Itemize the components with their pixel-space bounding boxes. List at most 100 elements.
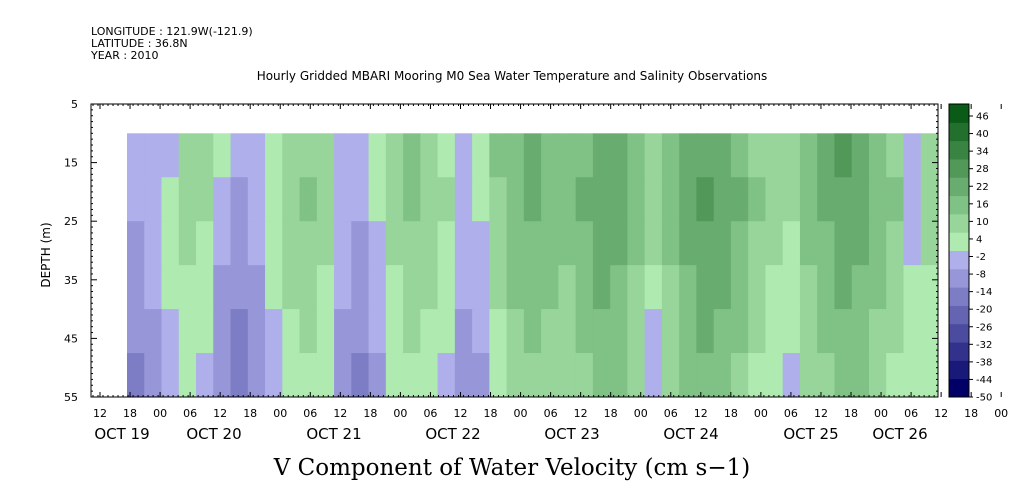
heatmap-cell: [713, 177, 732, 222]
heatmap-cell: [437, 265, 456, 310]
colorbar-swatch: [949, 287, 969, 306]
heatmap-cell: [196, 177, 214, 222]
x-hour-label: 00: [754, 407, 768, 420]
latitude-label: LATITUDE : 36.8N: [91, 37, 188, 50]
heatmap-cell: [282, 353, 301, 397]
x-hour-label: 18: [604, 407, 618, 420]
heatmap-cell: [627, 353, 646, 397]
heatmap-cell: [506, 265, 525, 310]
heatmap-cell: [886, 265, 905, 310]
heatmap-cell: [334, 221, 352, 266]
heatmap-cell: [368, 353, 387, 397]
x-date-label: OCT 22: [425, 425, 480, 443]
heatmap-cell: [334, 353, 352, 397]
x-hour-label: 06: [183, 407, 197, 420]
heatmap-cell: [661, 265, 680, 310]
heatmap-cell: [230, 353, 249, 397]
heatmap-cell: [178, 133, 197, 178]
heatmap-cell: [627, 221, 646, 266]
x-hour-label: 00: [874, 407, 888, 420]
heatmap-cell: [403, 221, 421, 266]
heatmap-cell: [489, 309, 508, 354]
heatmap-cell: [472, 353, 490, 397]
heatmap-cell: [903, 353, 922, 397]
longitude-label: LONGITUDE : 121.9W(-121.9): [91, 25, 253, 38]
heatmap-cell: [627, 265, 646, 310]
heatmap-cell: [851, 221, 870, 266]
heatmap-cell: [299, 265, 318, 310]
heatmap-cell: [282, 265, 301, 310]
heatmap-cell: [385, 133, 404, 178]
heatmap-cell: [316, 133, 335, 178]
heatmap-cell: [247, 265, 266, 310]
heatmap-cell: [661, 177, 680, 222]
heatmap-cell: [316, 177, 335, 222]
heatmap-cell: [679, 177, 698, 222]
heatmap-cell: [247, 221, 266, 266]
heatmap-cell: [230, 177, 249, 222]
colorbar-swatch: [949, 140, 969, 160]
heatmap-cell: [765, 177, 784, 222]
heatmap-cell: [765, 353, 784, 397]
heatmap-cell: [489, 265, 508, 310]
heatmap-cell: [730, 177, 749, 222]
heatmap-cell: [178, 221, 197, 266]
x-hour-label: 12: [814, 407, 828, 420]
heatmap-cell: [886, 309, 905, 354]
heatmap-cell: [765, 133, 784, 178]
heatmap-cell: [368, 309, 387, 354]
heatmap-cell: [144, 133, 163, 178]
heatmap-cell: [696, 133, 715, 178]
heatmap-cell: [213, 177, 232, 222]
heatmap-cell: [299, 133, 318, 178]
heatmap-cell: [385, 353, 404, 397]
heatmap-cell: [127, 177, 145, 222]
x-hour-label: 18: [844, 407, 858, 420]
heatmap-cell: [213, 133, 232, 178]
heatmap-cell: [903, 133, 922, 178]
heatmap-cell: [368, 221, 387, 266]
heatmap-cell: [610, 265, 629, 310]
heatmap-cell: [213, 265, 232, 310]
colorbar-label: -50: [976, 393, 992, 404]
heatmap-cell: [920, 177, 938, 222]
heatmap-cell: [403, 265, 421, 310]
heatmap-cell: [265, 133, 283, 178]
heatmap-cell: [161, 177, 180, 222]
heatmap-cell: [748, 353, 767, 397]
x-hour-label: 18: [724, 407, 738, 420]
heatmap-cell: [541, 133, 559, 178]
heatmap-cell: [644, 177, 663, 222]
heatmap-cell: [178, 353, 197, 397]
heatmap-cell: [610, 309, 629, 354]
heatmap-cell: [558, 133, 577, 178]
heatmap-cell: [161, 309, 180, 354]
x-axis-ticks: 12 18 00 06 12 18 00 06 12 18 00 06 12 18 00 06 12 18 00 06…: [92, 104, 1008, 443]
heatmap-cell: [127, 309, 145, 354]
heatmap-cell: [454, 353, 473, 397]
heatmap-cell: [127, 265, 145, 310]
heatmap-cell: [403, 353, 421, 397]
colorbar-swatch: [949, 360, 969, 380]
heatmap-cell: [920, 353, 938, 397]
heatmap-cell: [782, 353, 801, 397]
heatmap-cell: [213, 309, 232, 354]
heatmap-cell: [886, 177, 905, 222]
heatmap-cell: [351, 221, 370, 266]
heatmap-cell: [144, 265, 163, 310]
x-hour-label: 18: [484, 407, 498, 420]
x-hour-label: 00: [153, 407, 167, 420]
heatmap-cell: [575, 265, 594, 310]
x-hour-label: 18: [363, 407, 377, 420]
heatmap-cell: [886, 133, 905, 178]
heatmap-cell: [437, 133, 456, 178]
heatmap-cell: [592, 177, 611, 222]
heatmap-cell: [834, 177, 853, 222]
heatmap-cell: [127, 353, 145, 397]
heatmap-cell: [265, 221, 283, 266]
x-hour-label: 06: [904, 407, 918, 420]
heatmap-cell: [196, 221, 214, 266]
heatmap-cell: [799, 353, 818, 397]
heatmap-cell: [368, 265, 387, 310]
heatmap-cell: [334, 265, 352, 310]
